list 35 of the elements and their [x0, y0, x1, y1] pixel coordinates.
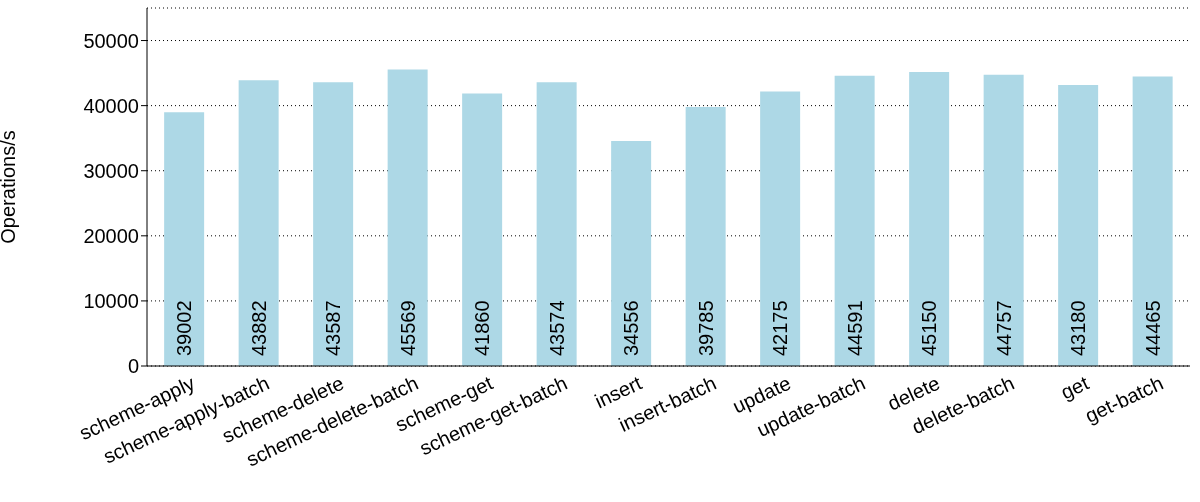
bar: [983, 74, 1024, 366]
y-tick-label: 20000: [83, 224, 139, 247]
bar: [536, 82, 577, 366]
bar: [685, 107, 726, 366]
bar: [834, 75, 875, 366]
bar: [387, 69, 428, 366]
data-label: 44757: [992, 300, 1015, 356]
data-label: 39785: [694, 300, 717, 356]
bar: [462, 93, 503, 366]
data-label: 42175: [769, 300, 792, 356]
y-axis-title: Operations/s: [0, 130, 20, 244]
data-label: 45569: [396, 300, 419, 356]
bar: [760, 91, 801, 366]
y-tick-label: 40000: [83, 94, 139, 117]
bar: [164, 112, 205, 366]
data-label: 43587: [322, 300, 345, 356]
bar: [1132, 76, 1173, 366]
data-label: 44465: [1141, 300, 1164, 356]
data-label: 34556: [620, 300, 643, 356]
data-label: 43882: [247, 300, 270, 356]
y-tick-label: 30000: [83, 159, 139, 182]
bar: [313, 82, 354, 366]
bar: [611, 141, 652, 366]
y-tick-label: 50000: [83, 29, 139, 52]
y-tick-label: 0: [127, 355, 139, 378]
y-tick-label: 10000: [83, 290, 139, 313]
data-label: 45150: [918, 300, 941, 356]
bar: [1058, 84, 1099, 366]
data-label: 44591: [843, 300, 866, 356]
data-label: 41860: [471, 300, 494, 356]
bar: [909, 72, 950, 366]
data-label: 39002: [173, 300, 196, 356]
data-label: 43574: [545, 300, 568, 356]
data-label: 43180: [1067, 300, 1090, 356]
bar: [238, 80, 279, 366]
